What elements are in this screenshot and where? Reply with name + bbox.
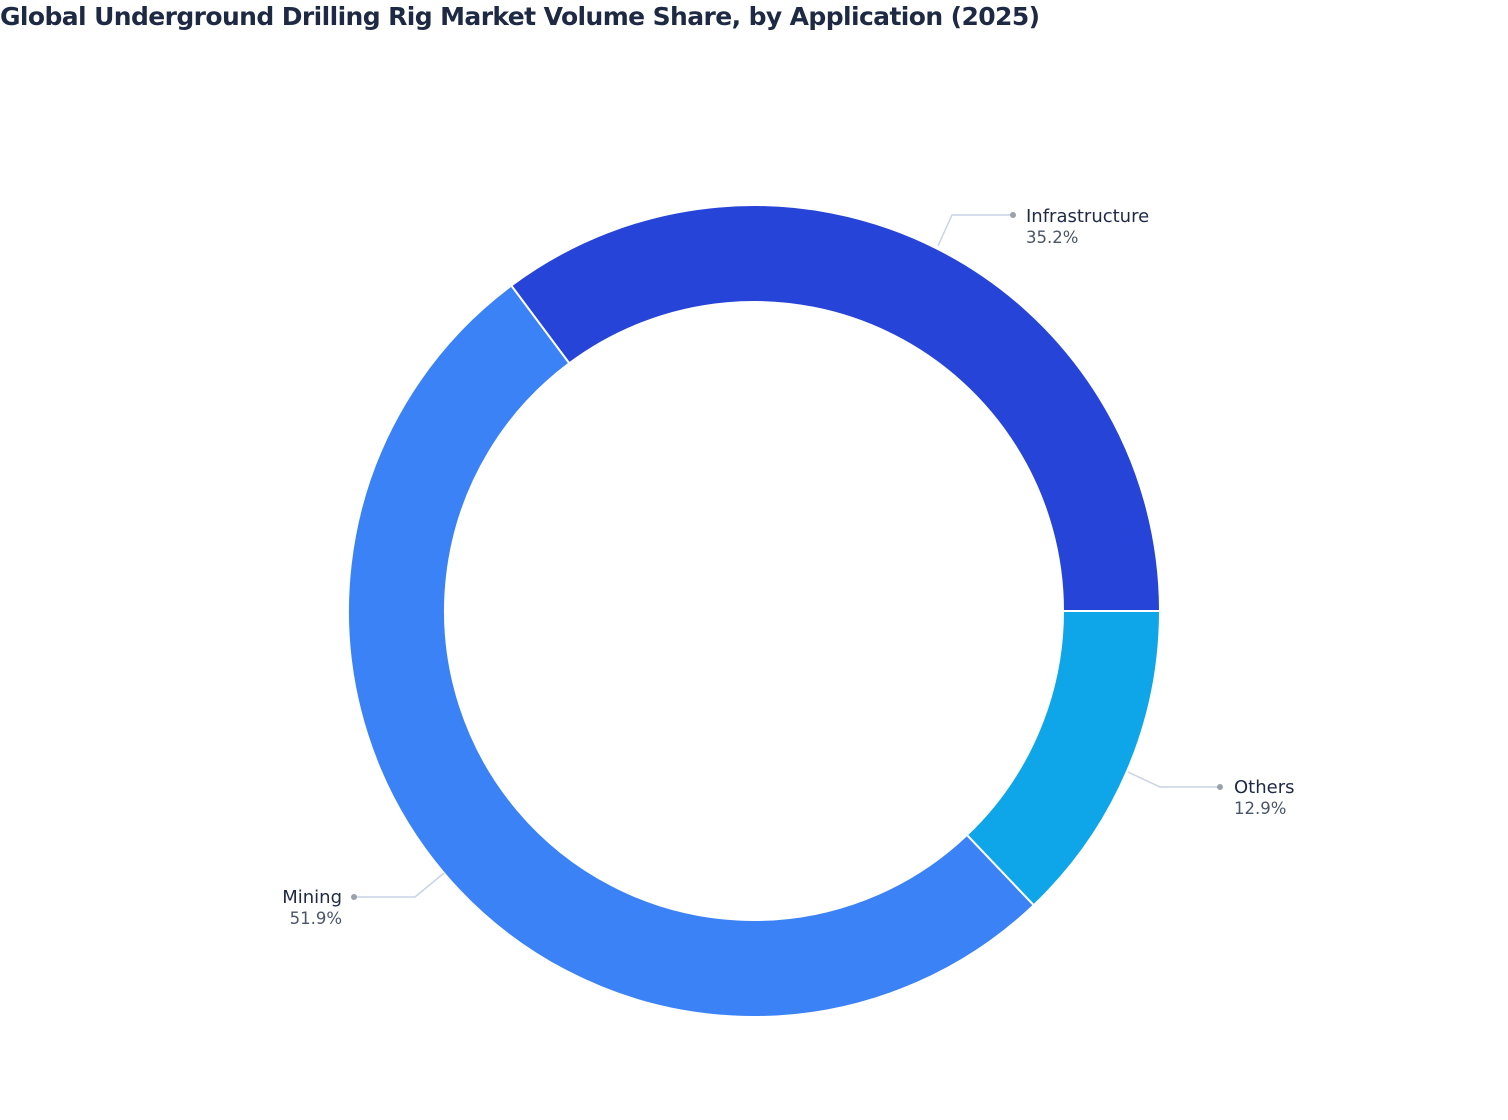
donut-segment-others[interactable] [965,610,1162,907]
label-infrastructure: Infrastructure 35.2% [1026,206,1149,248]
label-name: Others [1234,777,1295,798]
leader-dot [1217,784,1223,790]
leader-line-mining [354,872,445,898]
leader-line-infrastructure [937,214,1013,247]
label-others: Others 12.9% [1234,777,1295,819]
label-mining: Mining 51.9% [282,887,342,929]
leader-dot [1010,212,1016,218]
label-value: 35.2% [1026,228,1079,247]
label-value: 51.9% [289,909,342,928]
leader-line-others [1127,771,1220,788]
leader-dot [351,894,357,900]
label-name: Infrastructure [1026,206,1150,227]
donut-segment-infrastructure[interactable] [509,204,1162,612]
donut-segment-mining[interactable] [347,284,1036,1018]
label-name: Mining [282,887,342,908]
chart-title: Global Underground Drilling Rig Market V… [0,2,1040,31]
label-value: 12.9% [1234,799,1287,818]
